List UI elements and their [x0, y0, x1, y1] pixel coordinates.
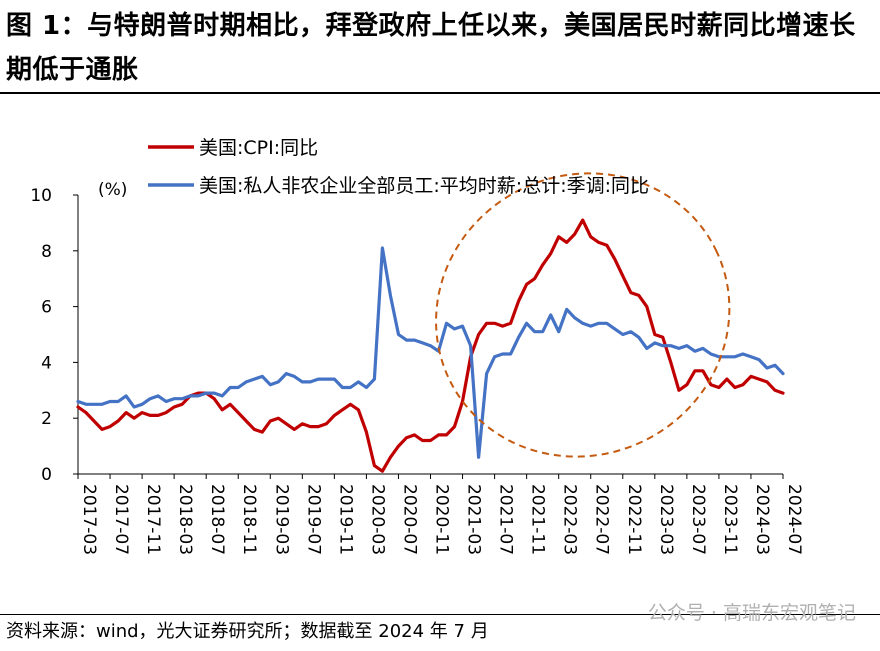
x-tick-label: 2021-07 [496, 484, 516, 555]
source-note: 资料来源：wind，光大证券研究所；数据截至 2024 年 7 月 [6, 621, 489, 642]
y-tick-label: 8 [41, 242, 52, 262]
title-rule [0, 92, 880, 94]
x-tick-label: 2019-11 [335, 484, 355, 555]
x-tick-label: 2021-03 [464, 484, 484, 555]
x-tick-label: 2024-07 [784, 484, 804, 555]
x-tick-label: 2023-03 [656, 484, 676, 555]
y-axis-label: (%) [98, 180, 127, 200]
x-tick-label: 2023-07 [688, 484, 708, 555]
x-tick-label: 2022-03 [560, 484, 580, 555]
watermark-text: 公众号 · 高瑞东宏观笔记 [647, 602, 856, 624]
x-tick-label: 2022-07 [592, 484, 612, 555]
legend-cpi-label: 美国:CPI:同比 [199, 137, 318, 159]
x-tick-label: 2020-03 [367, 484, 387, 555]
figure-title: 图 1：与特朗普时期相比，拜登政府上任以来，美国居民时薪同比增速长期低于通胀 [6, 11, 856, 85]
x-tick-label: 2018-11 [239, 484, 259, 555]
x-tick-label: 2019-03 [271, 484, 291, 555]
x-tick-label: 2018-07 [207, 484, 227, 555]
x-tick-label: 2022-11 [624, 484, 644, 555]
y-tick-label: 10 [30, 186, 52, 206]
x-tick-label: 2024-03 [752, 484, 772, 555]
x-tick-label: 2017-07 [111, 484, 131, 555]
x-tick-label: 2023-11 [720, 484, 740, 555]
x-tick-label: 2019-07 [303, 484, 323, 555]
x-tick-label: 2017-11 [143, 484, 163, 555]
x-tick-label: 2020-11 [432, 484, 452, 555]
y-tick-label: 6 [41, 298, 52, 318]
highlight-ellipse [435, 172, 731, 458]
line-chart: 0 2 4 6 8 10 (%) 2017-03 2017-07 2017-11 2018-03 2… [30, 137, 804, 555]
x-tick-label: 2021-11 [528, 484, 548, 555]
x-tick-label: 2020-07 [399, 484, 419, 555]
wage-series-line [76, 246, 785, 459]
x-tick-label: 2018-03 [175, 484, 195, 555]
legend-wage-label: 美国:私人非农企业全部员工:平均时薪:总计:季调:同比 [199, 175, 649, 197]
footer-rule [0, 614, 880, 615]
y-tick-label: 4 [41, 353, 52, 373]
x-tick-label: 2017-03 [79, 484, 99, 555]
y-tick-label: 2 [41, 409, 52, 429]
y-tick-label: 0 [41, 465, 52, 485]
